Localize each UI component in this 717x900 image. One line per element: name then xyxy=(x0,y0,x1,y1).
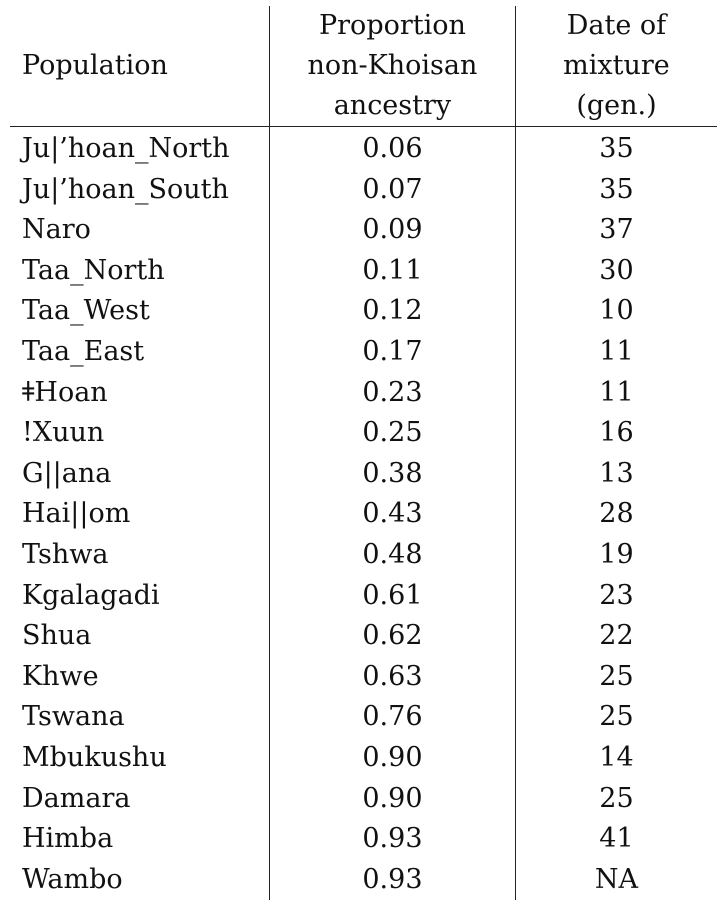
cell-population: !Xuun xyxy=(10,413,269,454)
cell-proportion: 0.12 xyxy=(269,291,515,332)
cell-date: 16 xyxy=(515,413,717,454)
cell-date: 30 xyxy=(515,251,717,292)
cell-population: Taa_West xyxy=(10,291,269,332)
cell-proportion: 0.93 xyxy=(269,860,515,900)
cell-date: 35 xyxy=(515,127,717,170)
cell-population: Taa_East xyxy=(10,332,269,373)
cell-date: 23 xyxy=(515,576,717,617)
cell-date: 10 xyxy=(515,291,717,332)
cell-population: Ju|’hoan_South xyxy=(10,170,269,211)
cell-proportion: 0.63 xyxy=(269,657,515,698)
cell-date: 37 xyxy=(515,210,717,251)
cell-date: 28 xyxy=(515,494,717,535)
cell-proportion: 0.07 xyxy=(269,170,515,211)
cell-population: Taa_North xyxy=(10,251,269,292)
cell-proportion: 0.93 xyxy=(269,819,515,860)
cell-population: ǂHoan xyxy=(10,373,269,414)
cell-population: Hai||om xyxy=(10,494,269,535)
cell-proportion: 0.09 xyxy=(269,210,515,251)
cell-proportion: 0.61 xyxy=(269,576,515,617)
header-date: Date of mixture (gen.) xyxy=(515,6,717,127)
cell-date: 25 xyxy=(515,697,717,738)
cell-proportion: 0.48 xyxy=(269,535,515,576)
cell-population: Himba xyxy=(10,819,269,860)
cell-proportion: 0.62 xyxy=(269,616,515,657)
cell-date: 11 xyxy=(515,373,717,414)
cell-date: NA xyxy=(515,860,717,900)
cell-population: Tshwa xyxy=(10,535,269,576)
cell-population: Tswana xyxy=(10,697,269,738)
table-header: Population Proportion non-Khoisan ancest… xyxy=(10,6,717,127)
cell-population: Khwe xyxy=(10,657,269,698)
cell-proportion: 0.43 xyxy=(269,494,515,535)
header-proportion: Proportion non-Khoisan ancestry xyxy=(269,6,515,127)
cell-proportion: 0.90 xyxy=(269,738,515,779)
cell-date: 13 xyxy=(515,454,717,495)
cell-population: Mbukushu xyxy=(10,738,269,779)
header-date-line-1: Date of xyxy=(516,6,717,46)
cell-proportion: 0.25 xyxy=(269,413,515,454)
cell-proportion: 0.06 xyxy=(269,127,515,170)
cell-proportion: 0.17 xyxy=(269,332,515,373)
header-row: Population Proportion non-Khoisan ancest… xyxy=(10,6,717,127)
cell-date: 25 xyxy=(515,657,717,698)
header-proportion-line-3: ancestry xyxy=(270,86,515,126)
cell-date: 41 xyxy=(515,819,717,860)
cell-population: Kgalagadi xyxy=(10,576,269,617)
header-date-line-2: mixture xyxy=(516,46,717,86)
cell-population: Damara xyxy=(10,779,269,820)
cell-date: 14 xyxy=(515,738,717,779)
cell-population: Wambo xyxy=(10,860,269,900)
cell-population: Shua xyxy=(10,616,269,657)
cell-proportion: 0.90 xyxy=(269,779,515,820)
header-population: Population xyxy=(10,6,269,127)
cell-proportion: 0.11 xyxy=(269,251,515,292)
cell-proportion: 0.76 xyxy=(269,697,515,738)
ancestry-table-container: Population Proportion non-Khoisan ancest… xyxy=(0,6,717,897)
cell-population: Ju|’hoan_North xyxy=(10,127,269,170)
cell-population: G||ana xyxy=(10,454,269,495)
header-proportion-line-2: non-Khoisan xyxy=(270,46,515,86)
cell-date: 11 xyxy=(515,332,717,373)
cell-date: 35 xyxy=(515,170,717,211)
cell-proportion: 0.38 xyxy=(269,454,515,495)
cell-date: 22 xyxy=(515,616,717,657)
header-proportion-line-1: Proportion xyxy=(270,6,515,46)
cell-date: 25 xyxy=(515,779,717,820)
cell-population: Naro xyxy=(10,210,269,251)
cell-date: 19 xyxy=(515,535,717,576)
ancestry-table: Population Proportion non-Khoisan ancest… xyxy=(10,6,717,900)
header-date-line-3: (gen.) xyxy=(516,86,717,126)
cell-proportion: 0.23 xyxy=(269,373,515,414)
